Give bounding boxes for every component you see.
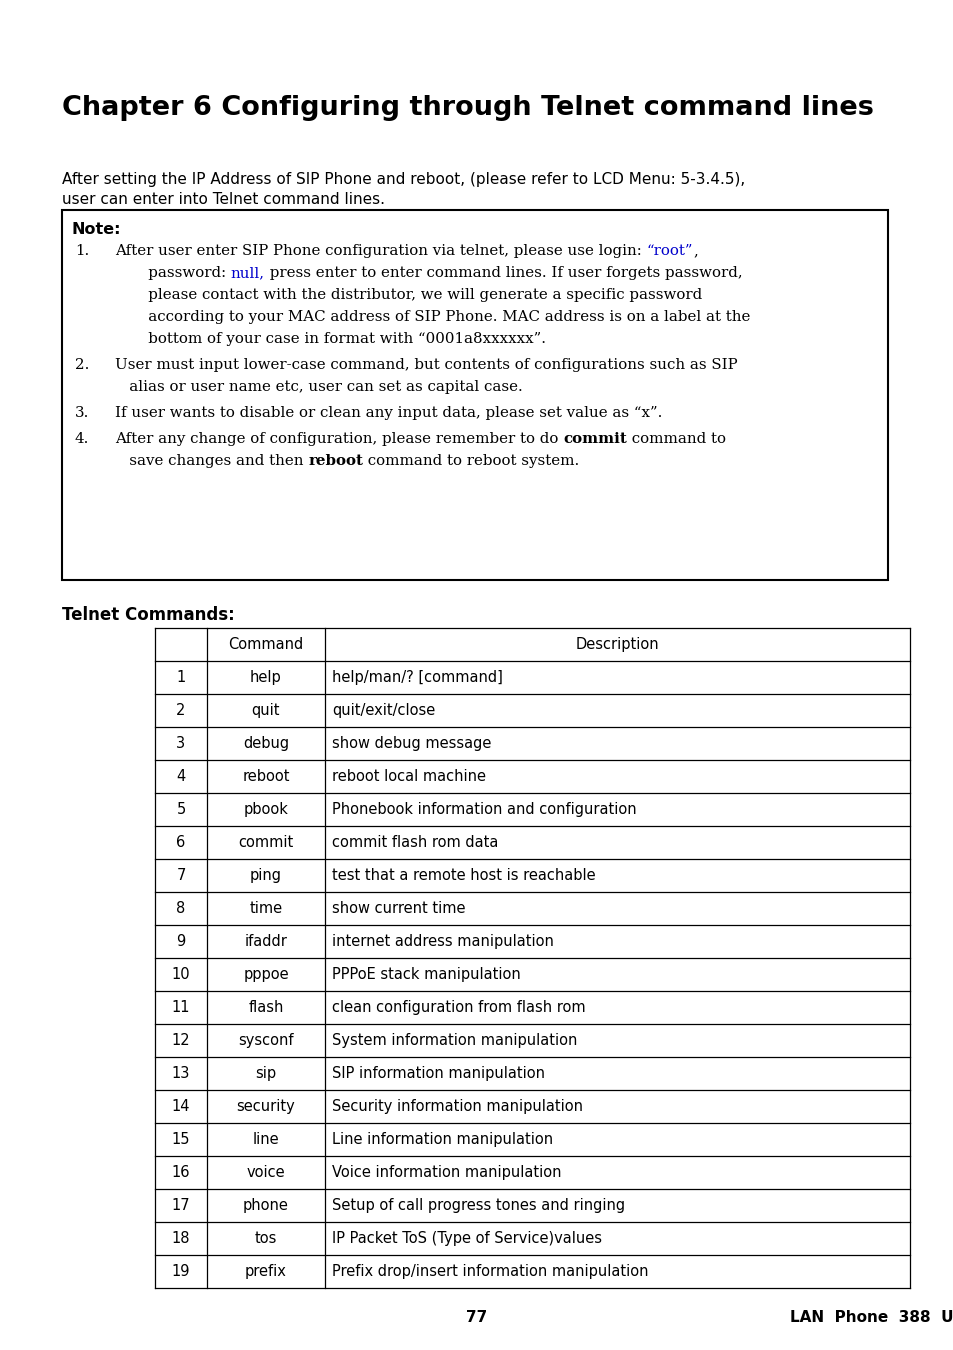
Text: time: time [249, 900, 282, 917]
Text: Prefix drop/insert information manipulation: Prefix drop/insert information manipulat… [332, 1264, 648, 1278]
Text: After user enter SIP Phone configuration via telnet, please use login:: After user enter SIP Phone configuration… [115, 244, 646, 258]
Text: 5: 5 [176, 802, 186, 817]
Text: After user enter SIP Phone configuration via telnet, please use login:: After user enter SIP Phone configuration… [115, 244, 646, 258]
Text: 1: 1 [176, 670, 186, 684]
Text: 9: 9 [176, 934, 186, 949]
Text: 7: 7 [176, 868, 186, 883]
Text: Note:: Note: [71, 221, 121, 238]
Text: User must input lower-case command, but contents of configurations such as SIP: User must input lower-case command, but … [115, 358, 737, 373]
Text: quit/exit/close: quit/exit/close [332, 703, 435, 718]
Text: commit: commit [562, 432, 626, 446]
Text: show debug message: show debug message [332, 736, 491, 751]
Text: reboot local machine: reboot local machine [332, 769, 485, 784]
Text: Chapter 6 Configuring through Telnet command lines: Chapter 6 Configuring through Telnet com… [62, 95, 873, 122]
Text: System information manipulation: System information manipulation [332, 1033, 577, 1048]
Text: 1.: 1. [75, 244, 90, 258]
Text: 2.: 2. [75, 358, 90, 373]
Text: sysconf: sysconf [238, 1033, 294, 1048]
Text: commit: commit [562, 432, 626, 446]
Text: Setup of call progress tones and ringing: Setup of call progress tones and ringing [332, 1197, 624, 1214]
Text: line: line [253, 1133, 279, 1147]
Text: pbook: pbook [243, 802, 288, 817]
Text: IP Packet ToS (Type of Service)values: IP Packet ToS (Type of Service)values [332, 1231, 601, 1246]
Text: show current time: show current time [332, 900, 465, 917]
Text: 18: 18 [172, 1231, 190, 1246]
Text: 4.: 4. [75, 432, 90, 446]
Text: After any change of configuration, please remember to do: After any change of configuration, pleas… [115, 432, 562, 446]
Text: If user wants to disable or clean any input data, please set value as “x”.: If user wants to disable or clean any in… [115, 406, 661, 420]
Text: SIP information manipulation: SIP information manipulation [332, 1066, 544, 1081]
Text: null,: null, [231, 266, 265, 279]
Text: 77: 77 [466, 1310, 487, 1324]
Bar [62, 211, 887, 580]
Text: 4: 4 [176, 769, 186, 784]
Text: voice: voice [247, 1165, 285, 1180]
Text: phone: phone [243, 1197, 289, 1214]
Text: bottom of your case in format with “0001a8xxxxxx”.: bottom of your case in format with “0001… [115, 332, 545, 346]
Text: please contact with the distributor, we will generate a specific password: please contact with the distributor, we … [115, 288, 701, 302]
Text: “root”: “root” [646, 244, 692, 258]
Text: PPPoE stack manipulation: PPPoE stack manipulation [332, 967, 520, 981]
Text: debug: debug [243, 736, 289, 751]
Text: pppoe: pppoe [243, 967, 289, 981]
Text: ,: , [692, 244, 697, 258]
Text: password:: password: [115, 266, 231, 279]
Text: test that a remote host is reachable: test that a remote host is reachable [332, 868, 595, 883]
Text: reboot: reboot [308, 454, 363, 468]
Text: sip: sip [255, 1066, 276, 1081]
Text: 15: 15 [172, 1133, 190, 1147]
Text: ping: ping [250, 868, 282, 883]
Text: prefix: prefix [245, 1264, 287, 1278]
Text: help/man/? [command]: help/man/? [command] [332, 670, 502, 684]
Text: 16: 16 [172, 1165, 190, 1180]
Text: null,: null, [231, 266, 265, 279]
Text: save changes and then: save changes and then [115, 454, 308, 468]
Text: ifaddr: ifaddr [244, 934, 287, 949]
Text: Description: Description [575, 637, 659, 652]
Text: After setting the IP Address of SIP Phone and reboot, (please refer to LCD Menu:: After setting the IP Address of SIP Phon… [62, 171, 744, 188]
Text: Line information manipulation: Line information manipulation [332, 1133, 553, 1147]
Text: commit flash rom data: commit flash rom data [332, 836, 497, 850]
Text: alias or user name etc, user can set as capital case.: alias or user name etc, user can set as … [115, 379, 522, 394]
Text: 10: 10 [172, 967, 190, 981]
Text: commit: commit [238, 836, 294, 850]
Text: tos: tos [254, 1231, 277, 1246]
Text: according to your MAC address of SIP Phone. MAC address is on a label at the: according to your MAC address of SIP Pho… [115, 310, 750, 324]
Text: 19: 19 [172, 1264, 190, 1278]
Text: 11: 11 [172, 1000, 190, 1015]
Text: 2: 2 [176, 703, 186, 718]
Text: flash: flash [248, 1000, 283, 1015]
Text: quit: quit [252, 703, 280, 718]
Text: After any change of configuration, please remember to do: After any change of configuration, pleas… [115, 432, 562, 446]
Text: press enter to enter command lines. If user forgets password,: press enter to enter command lines. If u… [265, 266, 741, 279]
Text: Voice information manipulation: Voice information manipulation [332, 1165, 561, 1180]
Text: 12: 12 [172, 1033, 190, 1048]
Text: 3.: 3. [75, 406, 90, 420]
Text: 17: 17 [172, 1197, 190, 1214]
Text: internet address manipulation: internet address manipulation [332, 934, 554, 949]
Text: reboot: reboot [242, 769, 290, 784]
Text: Phonebook information and configuration: Phonebook information and configuration [332, 802, 636, 817]
Text: save changes and then: save changes and then [115, 454, 308, 468]
Text: Command: Command [228, 637, 303, 652]
Text: 3: 3 [176, 736, 186, 751]
Text: 6: 6 [176, 836, 186, 850]
Text: “root”: “root” [646, 244, 692, 258]
Text: user can enter into Telnet command lines.: user can enter into Telnet command lines… [62, 192, 385, 207]
Text: Security information manipulation: Security information manipulation [332, 1099, 582, 1114]
Text: command to reboot system.: command to reboot system. [363, 454, 578, 468]
Text: command to: command to [626, 432, 725, 446]
Text: clean configuration from flash rom: clean configuration from flash rom [332, 1000, 585, 1015]
Text: reboot: reboot [308, 454, 363, 468]
Text: 13: 13 [172, 1066, 190, 1081]
Text: help: help [250, 670, 281, 684]
Text: LAN  Phone  388  User’s  Manual: LAN Phone 388 User’s Manual [789, 1310, 953, 1324]
Text: Telnet Commands:: Telnet Commands: [62, 606, 234, 624]
Text: security: security [236, 1099, 295, 1114]
Text: 8: 8 [176, 900, 186, 917]
Text: 14: 14 [172, 1099, 190, 1114]
Text: password:: password: [115, 266, 231, 279]
